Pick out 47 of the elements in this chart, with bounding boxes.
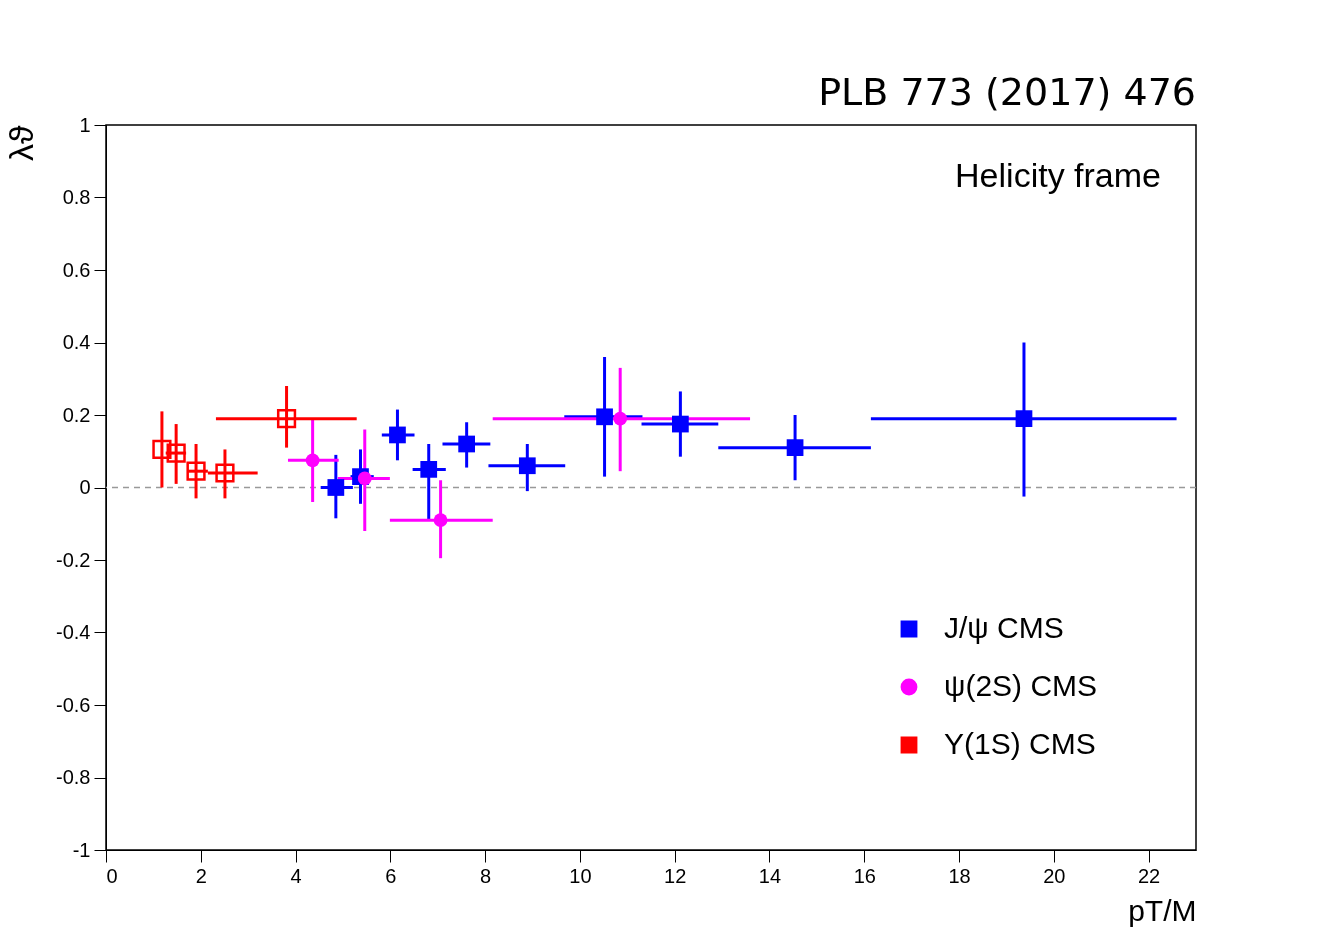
legend-label: Υ(1S) CMS (944, 727, 1096, 760)
x-tick-label: 20 (1043, 864, 1066, 887)
point (672, 415, 689, 433)
y-tick-label: -0.2 (56, 548, 91, 571)
x-tick-label: 18 (948, 864, 971, 887)
y-tick-label: -0.6 (56, 693, 91, 716)
text: PLB 773 (2017) 476 (818, 70, 1196, 114)
point (276, 409, 297, 429)
point (518, 457, 536, 475)
x-tick-label: 12 (664, 864, 687, 887)
y-tick-label: -0.8 (56, 766, 91, 788)
legend-label: ψ(2S) CMS (944, 669, 1098, 702)
point (215, 463, 235, 483)
point (596, 408, 613, 426)
point (166, 443, 186, 463)
point (613, 411, 628, 426)
point (152, 439, 172, 460)
x-tick-label: 8 (480, 864, 492, 887)
y-tick-label: -1 (72, 838, 91, 861)
x-tick-label: 22 (1137, 864, 1161, 887)
annotation: Helicity frame (955, 156, 1161, 194)
x-tick-label: 0 (106, 864, 118, 887)
point (305, 453, 320, 468)
y-axis-title: λϑ (2, 125, 41, 162)
x-tick-label: 2 (195, 864, 207, 887)
y-tick-label: 0.4 (62, 331, 91, 353)
point (420, 461, 438, 478)
y-tick-label: -0.4 (56, 621, 91, 643)
x-tick-label: 14 (758, 864, 782, 887)
x-tick-label: 4 (290, 864, 302, 887)
y-tick-label: 0.8 (62, 186, 91, 208)
legend-label: J/ψ CMS (944, 611, 1064, 644)
point (327, 479, 345, 496)
y-tick-label: 0.6 (62, 258, 91, 281)
x-tick-label: 16 (853, 864, 876, 887)
point (357, 471, 372, 486)
y-tick-label: 1 (79, 113, 91, 136)
point (389, 426, 406, 444)
x-tick-label: 10 (569, 864, 592, 887)
point (458, 435, 476, 453)
point (786, 439, 804, 456)
point (433, 513, 448, 527)
y-tick-label: 0 (79, 476, 91, 498)
x-axis-title: pT/M (1128, 893, 1197, 927)
y-tick-label: 0.2 (62, 403, 91, 426)
x-tick-label: 6 (385, 864, 397, 887)
point (1015, 410, 1033, 427)
